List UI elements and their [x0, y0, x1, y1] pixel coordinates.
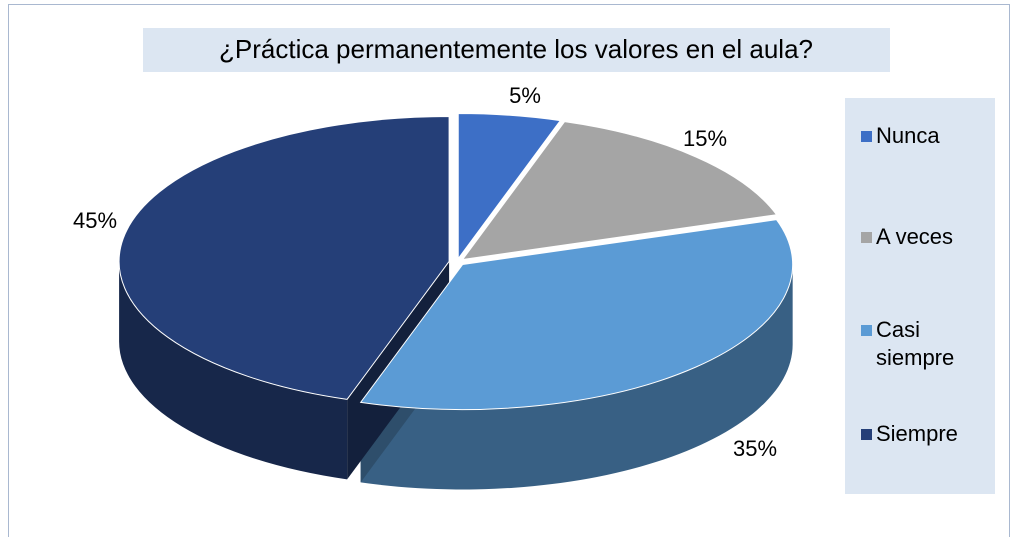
- legend: Nunca A veces Casi siempre Siempre: [845, 98, 995, 494]
- slice: [457, 113, 562, 261]
- legend-label: Nunca: [876, 123, 940, 148]
- pie: 5% 15% 35% 45%: [73, 83, 794, 490]
- data-label: 5%: [509, 83, 541, 108]
- data-label: 45%: [73, 208, 117, 233]
- slice-side: [119, 261, 348, 480]
- legend-entry: Casi siempre: [861, 316, 991, 372]
- data-label: 35%: [733, 436, 777, 461]
- legend-entry: A veces: [861, 223, 991, 251]
- slice: [118, 115, 450, 400]
- chart-title: ¿Práctica permanentemente los valores en…: [219, 34, 813, 64]
- legend-swatch: [861, 232, 872, 243]
- slice-side: [360, 264, 793, 490]
- slice: [359, 219, 794, 410]
- legend-swatch: [861, 325, 872, 336]
- legend-label: Siempre: [876, 421, 958, 446]
- title-box: [143, 28, 890, 72]
- legend-swatch: [861, 429, 872, 440]
- legend-swatch: [861, 131, 872, 142]
- data-label: 15%: [683, 126, 727, 151]
- legend-entry: Nunca: [861, 122, 991, 150]
- legend-label: A veces: [876, 224, 954, 249]
- legend-entry: Siempre: [861, 420, 991, 448]
- legend-label: Casi siempre: [876, 317, 955, 370]
- slice: [461, 121, 778, 261]
